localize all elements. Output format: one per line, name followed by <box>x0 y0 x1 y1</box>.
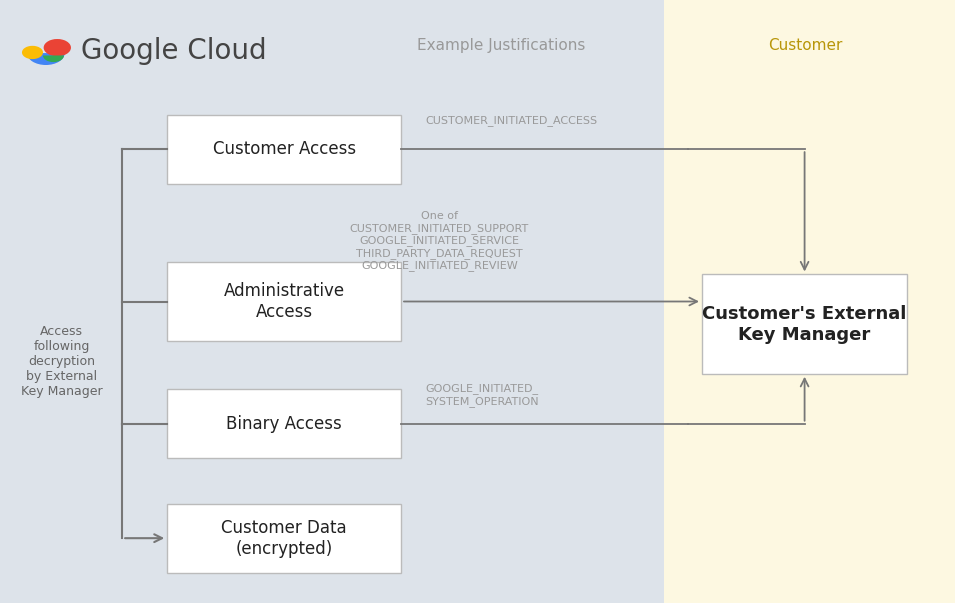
Text: CUSTOMER_INITIATED_ACCESS: CUSTOMER_INITIATED_ACCESS <box>425 115 597 126</box>
Text: Access
following
decryption
by External
Key Manager: Access following decryption by External … <box>21 325 102 399</box>
Wedge shape <box>43 55 64 62</box>
Text: Customer Data
(encrypted): Customer Data (encrypted) <box>222 519 347 558</box>
FancyBboxPatch shape <box>167 504 401 573</box>
Text: Google Cloud: Google Cloud <box>81 37 266 65</box>
FancyBboxPatch shape <box>167 389 401 458</box>
Text: Example Justifications: Example Justifications <box>417 38 585 52</box>
Wedge shape <box>27 53 65 65</box>
Text: Binary Access: Binary Access <box>226 415 342 432</box>
Bar <box>664 0 955 603</box>
Wedge shape <box>44 39 71 56</box>
FancyBboxPatch shape <box>167 262 401 341</box>
Text: Customer: Customer <box>768 38 842 52</box>
FancyBboxPatch shape <box>167 115 401 184</box>
Wedge shape <box>34 53 57 60</box>
Text: Customer's External
Key Manager: Customer's External Key Manager <box>702 305 907 344</box>
FancyBboxPatch shape <box>702 274 907 374</box>
Text: Customer Access: Customer Access <box>213 140 355 158</box>
Text: One of
CUSTOMER_INITIATED_SUPPORT
GOOGLE_INITIATED_SERVICE
THIRD_PARTY_DATA_REQU: One of CUSTOMER_INITIATED_SUPPORT GOOGLE… <box>350 211 529 271</box>
Text: GOOGLE_INITIATED_
SYSTEM_OPERATION: GOOGLE_INITIATED_ SYSTEM_OPERATION <box>425 384 539 406</box>
Wedge shape <box>22 46 43 59</box>
Text: Administrative
Access: Administrative Access <box>223 282 345 321</box>
